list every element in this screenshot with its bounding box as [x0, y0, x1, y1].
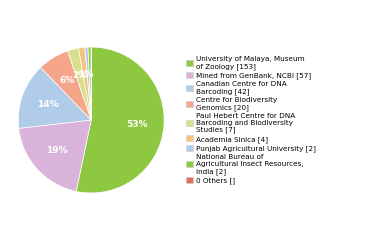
Wedge shape: [19, 120, 91, 191]
Wedge shape: [76, 47, 164, 193]
Wedge shape: [88, 47, 91, 120]
Text: 14%: 14%: [37, 100, 59, 109]
Wedge shape: [79, 47, 91, 120]
Text: 6%: 6%: [60, 76, 75, 85]
Wedge shape: [85, 47, 91, 120]
Legend: University of Malaya, Museum
of Zoology [153], Mined from GenBank, NCBI [57], Ca: University of Malaya, Museum of Zoology …: [186, 56, 315, 184]
Wedge shape: [68, 48, 91, 120]
Wedge shape: [41, 51, 91, 120]
Text: 2%: 2%: [72, 71, 87, 80]
Wedge shape: [18, 67, 91, 128]
Text: 19%: 19%: [46, 146, 68, 156]
Text: 1%: 1%: [78, 70, 93, 79]
Text: 53%: 53%: [126, 120, 148, 129]
